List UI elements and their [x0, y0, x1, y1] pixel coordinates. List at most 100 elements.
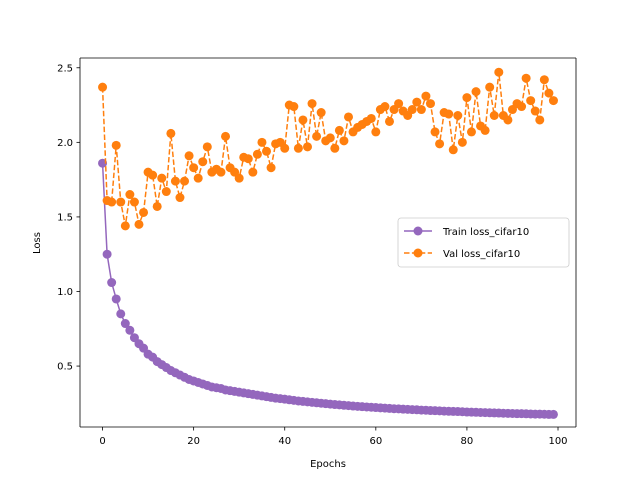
legend-swatch-val-marker	[413, 248, 423, 258]
data-point	[435, 139, 445, 149]
data-point	[539, 75, 549, 85]
data-point	[248, 167, 258, 177]
data-point	[480, 125, 490, 135]
data-point	[517, 102, 527, 112]
legend-label-val: Val loss_cifar10	[443, 249, 520, 260]
data-point	[312, 131, 322, 141]
data-point	[444, 109, 454, 119]
legend-box	[397, 217, 570, 268]
data-point	[102, 249, 112, 259]
data-point	[316, 108, 326, 118]
y-axis-label: Loss	[32, 232, 43, 254]
data-point	[252, 149, 262, 159]
data-point	[298, 115, 308, 125]
data-point	[325, 133, 335, 143]
data-point	[125, 325, 135, 335]
data-point	[262, 146, 272, 156]
data-point	[175, 193, 185, 203]
legend: Train loss_cifar10 Val loss_cifar10	[397, 217, 570, 268]
data-point	[448, 145, 458, 155]
data-point	[166, 128, 176, 138]
data-point	[303, 142, 312, 152]
data-point	[394, 99, 404, 109]
data-point	[107, 197, 117, 207]
data-point	[535, 115, 545, 125]
data-point	[170, 176, 180, 186]
data-point	[339, 136, 349, 146]
data-point	[120, 221, 130, 231]
data-point	[293, 143, 303, 153]
y-tick-label: 2.0	[57, 138, 73, 149]
data-point	[371, 127, 381, 137]
data-point	[125, 190, 135, 200]
data-point	[202, 142, 212, 152]
legend-swatch-train-marker	[413, 226, 423, 236]
data-point	[457, 137, 467, 147]
data-point	[521, 73, 531, 83]
data-point	[416, 105, 426, 115]
x-tick-label: 100	[548, 436, 567, 447]
data-point	[134, 219, 144, 229]
x-tick-label: 40	[278, 436, 291, 447]
data-point	[257, 137, 267, 147]
data-point	[266, 163, 276, 173]
data-point	[412, 97, 422, 107]
y-tick-label: 0.5	[57, 362, 73, 373]
data-point	[180, 176, 190, 186]
data-point	[494, 67, 504, 77]
data-point	[189, 163, 199, 173]
data-point	[366, 113, 376, 123]
axes-frame	[79, 57, 577, 428]
data-point	[152, 201, 162, 211]
data-point	[193, 173, 203, 183]
x-tick-label: 60	[369, 436, 382, 447]
data-point	[307, 99, 317, 109]
data-point	[161, 187, 171, 197]
data-point	[216, 167, 226, 177]
data-point	[544, 88, 554, 98]
data-point	[289, 102, 299, 112]
data-point	[221, 131, 231, 141]
data-point	[139, 207, 149, 217]
data-point	[98, 82, 108, 92]
data-point	[526, 96, 536, 106]
data-point	[530, 106, 540, 116]
data-point	[489, 111, 499, 120]
legend-label-train: Train loss_cifar10	[442, 227, 529, 238]
data-point	[280, 143, 290, 153]
data-point	[129, 197, 139, 207]
y-tick-label: 2.5	[57, 63, 73, 74]
data-point	[234, 173, 244, 183]
y-tick-label: 1.0	[57, 287, 73, 298]
data-point	[421, 91, 431, 101]
data-point	[462, 93, 472, 103]
series-val	[98, 67, 558, 231]
series-layer	[98, 67, 558, 419]
data-point	[243, 154, 253, 164]
data-point	[330, 143, 340, 153]
data-point	[111, 140, 121, 150]
data-point	[120, 319, 130, 329]
x-axis-ticks: 0 20 40 60 80 100	[99, 427, 568, 447]
data-point	[184, 151, 194, 161]
data-point	[503, 115, 513, 125]
x-axis-label: Epochs	[310, 459, 346, 470]
y-axis-ticks: 0.5 1.0 1.5 2.0 2.5	[57, 63, 80, 373]
data-point	[548, 409, 558, 419]
data-point	[425, 99, 435, 109]
data-point	[384, 116, 394, 126]
data-point	[334, 125, 344, 135]
x-tick-label: 80	[461, 436, 474, 447]
y-tick-label: 1.5	[57, 212, 73, 223]
data-point	[430, 127, 440, 137]
data-point	[148, 170, 158, 180]
data-point	[116, 309, 126, 319]
data-point	[471, 87, 481, 97]
data-point	[548, 96, 558, 106]
x-tick-label: 20	[187, 436, 200, 447]
data-point	[485, 82, 495, 92]
data-point	[453, 111, 463, 120]
data-point	[157, 173, 167, 183]
data-point	[466, 127, 476, 137]
data-point	[198, 157, 208, 167]
